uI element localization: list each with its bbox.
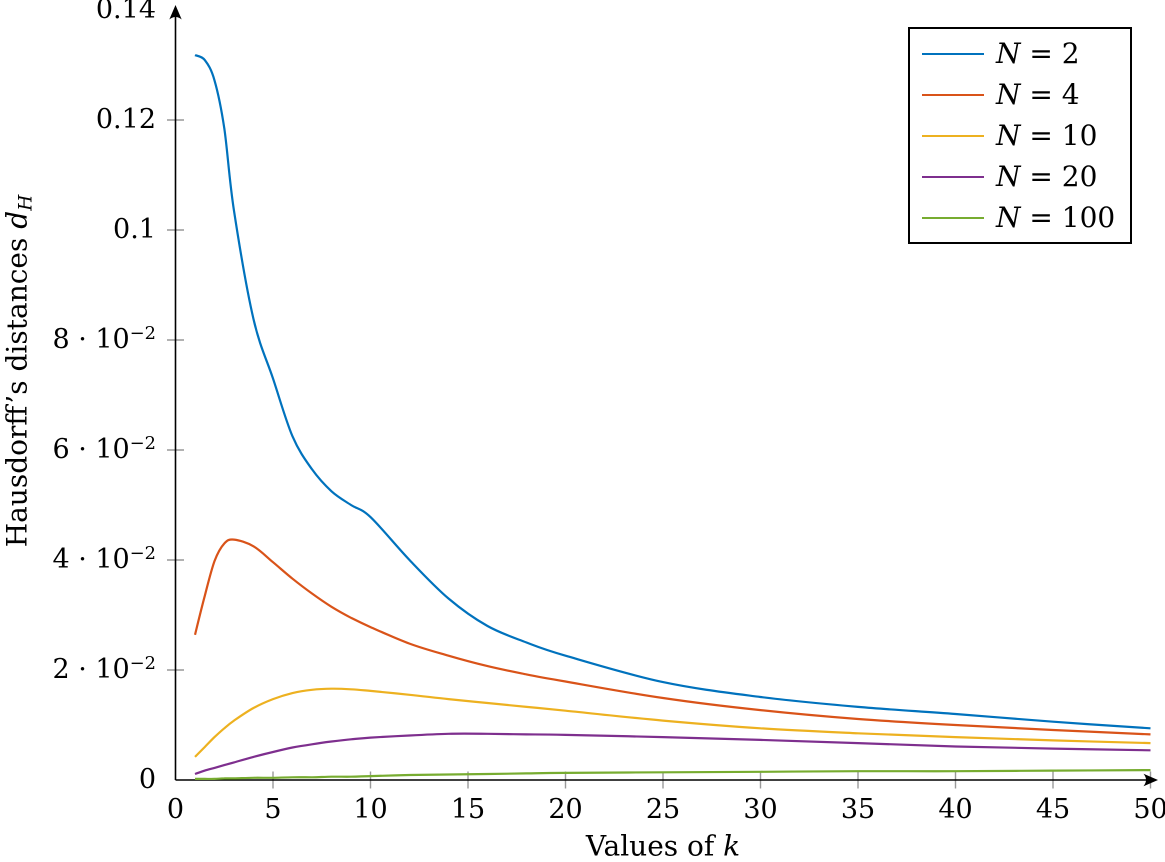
- x-tick-label: 50: [1133, 794, 1165, 825]
- y-tick-label: 0.14: [95, 0, 156, 25]
- y-axis-title: Hausdorff’s distances dH: [0, 194, 37, 548]
- x-tick-label: 0: [166, 794, 185, 825]
- legend-item: N = 4: [910, 74, 1130, 115]
- legend-label: N = 4: [996, 78, 1080, 111]
- legend-item: N = 100: [910, 197, 1130, 238]
- x-axis-arrow-icon: [1143, 773, 1158, 787]
- legend: N = 2 N = 4 N = 10 N = 20 N = 100: [908, 27, 1132, 244]
- x-tick-label: 15: [450, 794, 486, 825]
- y-tick-label: 0.1: [113, 214, 156, 245]
- legend-line-sample-icon: [922, 134, 984, 137]
- x-tick-label: 25: [645, 794, 681, 825]
- series-n-20: [194, 732, 1151, 776]
- series-n-100: [195, 769, 1151, 781]
- x-tick-label: 20: [548, 794, 583, 825]
- legend-line-sample-icon: [922, 93, 984, 96]
- x-tick-label: 40: [938, 794, 973, 825]
- x-tick-label: 5: [264, 794, 282, 825]
- y-tick-label: 0.12: [95, 104, 156, 135]
- legend-item: N = 2: [910, 33, 1130, 74]
- x-tick-label: 10: [353, 794, 388, 825]
- legend-label: N = 10: [996, 119, 1098, 152]
- legend-label: N = 2: [996, 37, 1080, 70]
- x-axis-title: Values of k: [585, 829, 741, 862]
- y-tick-label: 4 · 10−2: [52, 543, 156, 575]
- legend-line-sample-icon: [922, 52, 984, 55]
- x-tick-label: 35: [840, 794, 876, 825]
- series-n-4: [193, 538, 1151, 736]
- x-tick-label: 45: [1035, 794, 1071, 825]
- y-tick-label: 0: [138, 764, 156, 795]
- legend-item: N = 10: [910, 115, 1130, 156]
- legend-line-sample-icon: [922, 216, 984, 219]
- legend-line-sample-icon: [922, 175, 984, 178]
- x-tick-label: 30: [743, 794, 778, 825]
- series-n-10: [194, 687, 1151, 758]
- y-tick-label: 6 · 10−2: [52, 433, 156, 465]
- y-tick-label: 8 · 10−2: [52, 323, 156, 355]
- legend-label: N = 100: [996, 201, 1116, 234]
- y-axis-arrow-icon: [169, 5, 182, 20]
- series-n-2: [194, 54, 1151, 730]
- legend-label: N = 20: [996, 160, 1098, 193]
- y-tick-label: 2 · 10−2: [52, 653, 156, 685]
- legend-item: N = 20: [910, 156, 1130, 197]
